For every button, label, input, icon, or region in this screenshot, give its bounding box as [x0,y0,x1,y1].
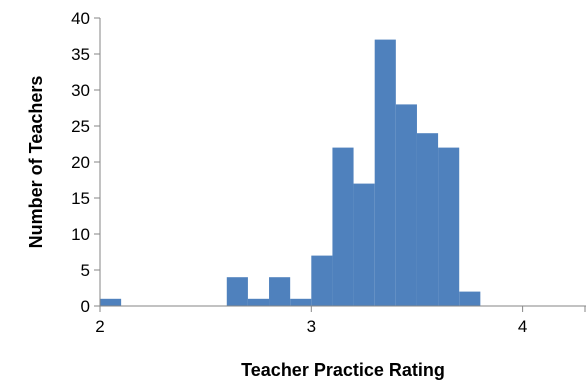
y-tick-label: 15 [71,189,90,208]
histogram-bar [290,298,312,306]
y-tick-label: 35 [71,45,90,64]
histogram-bar [247,298,270,306]
x-axis-title: Teacher Practice Rating [241,360,445,380]
y-tick-label: 0 [81,297,90,316]
histogram-bar [459,291,481,306]
histogram-bar [395,104,417,307]
histogram-bar [269,277,291,306]
x-axis-ticks: 2 3 4 [95,306,586,336]
y-tick-label: 25 [71,117,90,136]
y-axis-ticks: 0 5 10 15 20 25 30 35 40 [71,9,100,316]
histogram-bar [226,277,248,306]
histogram-bar [311,255,333,306]
x-tick-label: 2 [95,317,104,336]
histogram-bar [100,298,122,306]
y-tick-label: 30 [71,81,90,100]
y-axis-title: Number of Teachers [26,76,46,249]
bars-group [100,39,481,307]
y-tick-label: 20 [71,153,90,172]
x-tick-label: 3 [307,317,316,336]
x-tick-label: 4 [518,317,527,336]
y-tick-label: 40 [71,9,90,28]
y-tick-label: 5 [81,261,90,280]
y-tick-label: 10 [71,225,90,244]
histogram-bar [438,147,460,306]
histogram-bar [332,147,354,306]
histogram-bar [353,183,375,306]
histogram-bar [374,39,396,306]
histogram-bar [416,133,439,306]
